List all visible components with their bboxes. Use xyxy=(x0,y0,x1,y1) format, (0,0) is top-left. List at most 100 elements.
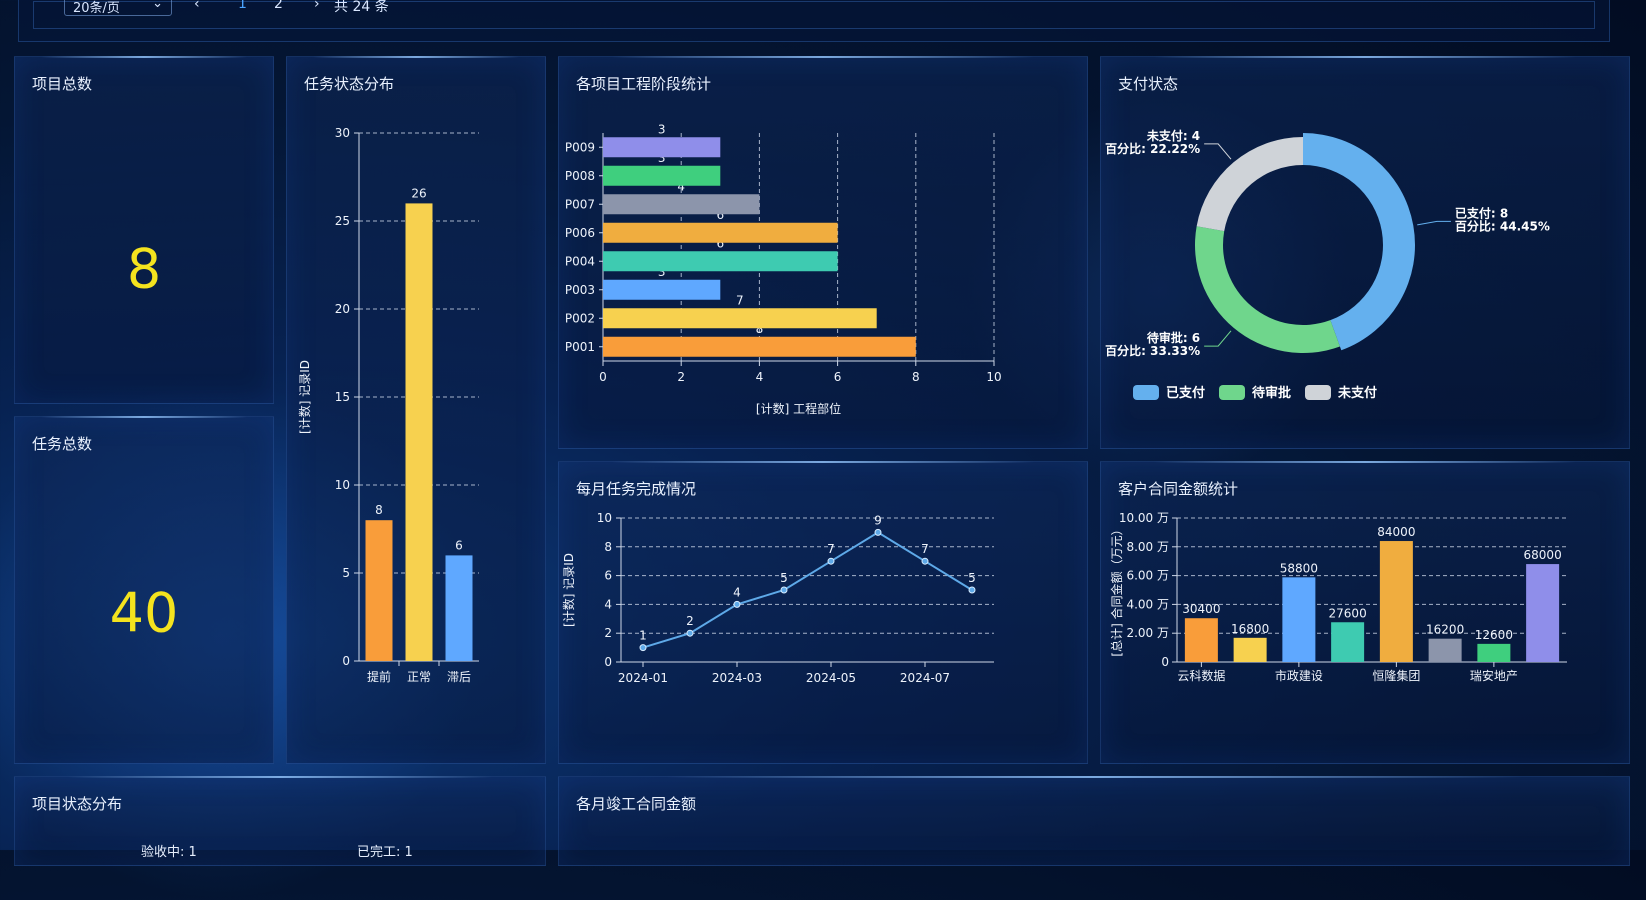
x-tick-label: 0 xyxy=(599,370,607,384)
prev-page-button[interactable]: ‹ xyxy=(194,0,200,12)
y-tick-label: 8 xyxy=(604,540,612,554)
pie-slice xyxy=(1195,226,1340,353)
y-tick-label: 15 xyxy=(335,390,350,404)
y-tick-label: P007 xyxy=(565,197,595,211)
bar xyxy=(445,555,473,661)
bar xyxy=(603,222,838,243)
bar xyxy=(603,308,877,329)
bar xyxy=(1428,638,1462,662)
x-tick-label: 10 xyxy=(986,370,1001,384)
legend-swatch xyxy=(1133,385,1159,400)
x-tick-label: 云科数据 xyxy=(1177,668,1225,683)
x-tick-label: 2 xyxy=(677,370,685,384)
bar xyxy=(1282,577,1316,662)
page-2-button[interactable]: 2 xyxy=(274,0,283,12)
legend-label: 待审批 xyxy=(1251,385,1291,401)
data-point xyxy=(686,629,694,637)
panel-title: 各项目工程阶段统计 xyxy=(576,75,712,93)
y-tick-label: 6 xyxy=(604,569,612,583)
data-label: 8 xyxy=(756,322,764,336)
label-leader xyxy=(1204,330,1232,347)
data-label: 2 xyxy=(686,614,694,628)
x-tick-label: 瑞安地产 xyxy=(1470,668,1518,683)
y-tick-label: P009 xyxy=(565,140,595,154)
monthly-tasks-panel: 每月任务完成情况 0 2 4 6 8 10 1 2 4 5 7 9 7 5 2024-01 2024-03 20… xyxy=(558,461,1088,764)
y-tick-label: 10 xyxy=(597,511,612,525)
contract-amount-panel: 客户合同金额统计 0 2.00 万 4.00 万 6.00 万 8.00 万 10.00 … xyxy=(1100,461,1630,764)
data-label: 4 xyxy=(677,179,685,193)
data-label: 4 xyxy=(733,585,741,599)
pagination-bar: 20条/页 ⌄ ‹ 1 2 › 共 24 条 xyxy=(18,0,1610,42)
stage-stats-chart: 0 2 4 6 8 10 8 P001 7 P002 3 P003 6 P004 6 P006 4 P007 3 P0… xyxy=(565,122,1002,416)
panel-title: 支付状态 xyxy=(1118,75,1179,93)
bar xyxy=(603,165,721,186)
data-label: 84000 xyxy=(1377,525,1415,539)
x-tick-label: 滞后 xyxy=(447,670,471,684)
y-tick-label: 4 xyxy=(604,597,612,611)
x-axis-label: [计数] 工程部位 xyxy=(756,401,841,416)
panel-title: 任务总数 xyxy=(32,435,93,453)
bar xyxy=(1233,637,1267,662)
data-label: 5 xyxy=(968,571,976,585)
data-label: 68000 xyxy=(1524,548,1562,562)
task-status-panel: 任务状态分布 0 5 10 15 20 25 30 8 提前 26 正常 6 滞后 [计数] 记录ID xyxy=(286,56,546,764)
data-label: 9 xyxy=(874,513,882,527)
data-label: 27600 xyxy=(1329,606,1367,620)
data-label: 6 xyxy=(716,236,724,250)
data-label: 3 xyxy=(658,265,666,279)
x-tick-label: 2024-05 xyxy=(806,671,856,685)
x-tick-label: 4 xyxy=(756,370,764,384)
bar xyxy=(603,251,838,272)
y-tick-label: P004 xyxy=(565,254,595,268)
legend-label: 未支付 xyxy=(1337,385,1377,401)
task-total-panel: 任务总数 40 xyxy=(14,416,274,764)
label-leader xyxy=(1204,143,1232,160)
data-label: 7 xyxy=(921,542,929,556)
pagination-total: 共 24 条 xyxy=(334,0,389,15)
y-tick-label: P001 xyxy=(565,340,595,354)
y-tick-label: 30 xyxy=(335,126,350,140)
y-tick-label: 25 xyxy=(335,214,350,228)
y-axis-label: [计数] 记录ID xyxy=(297,360,312,434)
panel-title: 项目状态分布 xyxy=(32,795,123,813)
next-page-button[interactable]: › xyxy=(314,0,320,12)
bar xyxy=(603,279,721,300)
task-status-chart: 0 5 10 15 20 25 30 8 提前 26 正常 6 滞后 [计数] 记录ID xyxy=(297,126,479,684)
data-label: 8 xyxy=(375,503,383,517)
legend-swatch xyxy=(1305,385,1331,400)
data-label: 26 xyxy=(411,186,426,200)
y-tick-label: 10.00 万 xyxy=(1119,511,1169,525)
bar xyxy=(1379,541,1413,662)
bar xyxy=(1477,643,1511,662)
bar xyxy=(405,203,433,661)
slice-percent-label: 百分比: 33.33% xyxy=(1105,343,1200,358)
y-tick-label: 5 xyxy=(342,566,350,580)
page-size-select[interactable]: 20条/页 ⌄ xyxy=(64,0,172,16)
slice-label: 未支付: 4 xyxy=(1146,128,1200,143)
pie-slice xyxy=(1196,137,1303,232)
data-label: 6 xyxy=(455,538,463,552)
x-tick-label: 2024-01 xyxy=(618,671,668,685)
page-size-value: 20条/页 xyxy=(73,1,120,16)
data-label: 3 xyxy=(658,151,666,165)
legend-swatch xyxy=(1219,385,1245,400)
data-point xyxy=(733,600,741,608)
data-label: 58800 xyxy=(1280,561,1318,575)
project-total-panel: 项目总数 8 xyxy=(14,56,274,404)
data-label: 5 xyxy=(780,571,788,585)
x-tick-label: 提前 xyxy=(367,669,391,684)
panel-title: 各月竣工合同金额 xyxy=(576,795,697,813)
y-tick-label: 0 xyxy=(604,655,612,669)
bar xyxy=(1526,564,1560,662)
stage-stats-panel: 各项目工程阶段统计 0 2 4 6 8 10 8 P001 7 P002 3 P003 6 P004 6 P0… xyxy=(558,56,1088,449)
y-tick-label: 10 xyxy=(335,478,350,492)
label-leader xyxy=(1417,220,1451,226)
data-label: 1 xyxy=(639,629,647,643)
panel-title: 客户合同金额统计 xyxy=(1118,480,1239,498)
bar xyxy=(603,336,916,357)
page-1-button[interactable]: 1 xyxy=(238,0,247,12)
y-tick-label: 2 xyxy=(604,626,612,640)
data-label: 6 xyxy=(716,208,724,222)
data-point xyxy=(780,586,788,594)
